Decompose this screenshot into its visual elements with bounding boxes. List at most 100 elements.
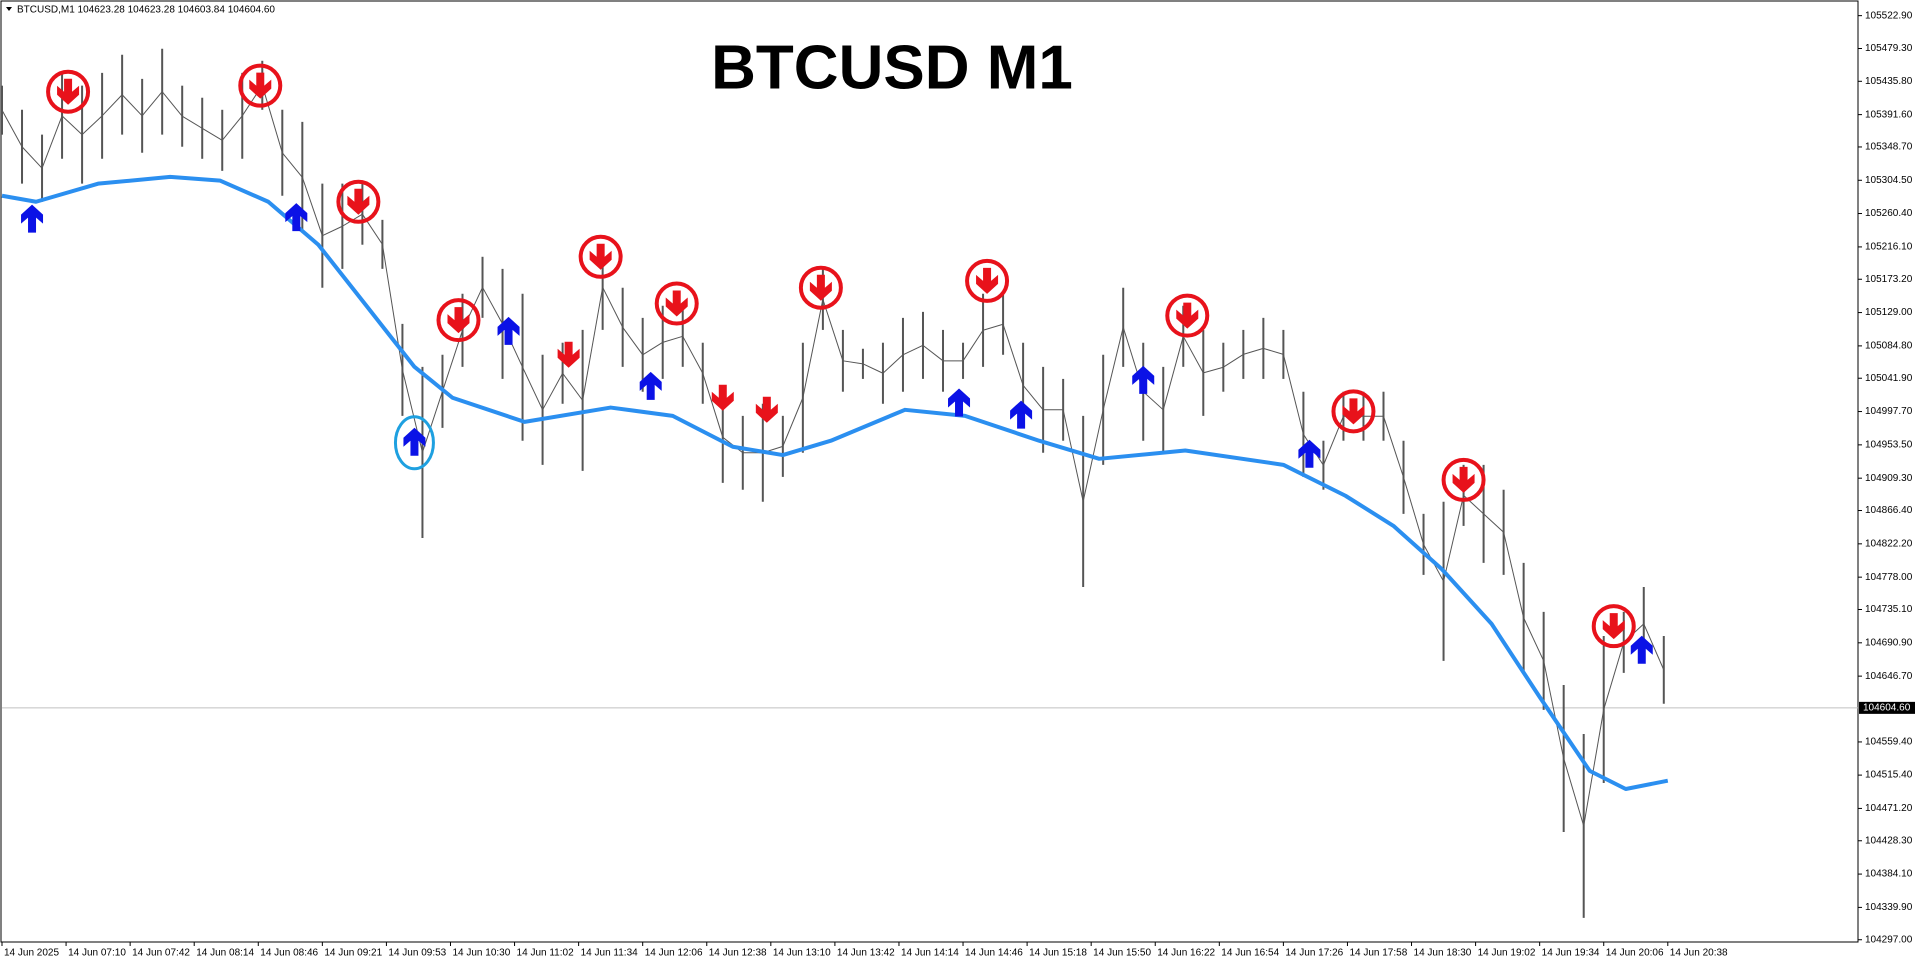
price-bar-link [141,91,163,117]
sell-arrow [1342,398,1365,425]
price-bar-link [1643,623,1665,671]
buy-arrow [1132,365,1155,394]
moving-average [1,174,1669,791]
price-bar-link [922,344,944,362]
x-tick-label: 14 Jun 15:50 [1093,948,1151,959]
price-bar-link [522,367,544,411]
price-bar-link [1203,366,1224,374]
x-tick-label: 14 Jun 17:58 [1349,948,1407,959]
x-tick-label: 14 Jun 14:46 [965,948,1023,959]
price-bar-link [1563,758,1585,827]
price-bar-link [1062,409,1084,502]
y-tick-label: 105084.80 [1865,341,1913,352]
price-bar-link [882,354,904,374]
y-tick-label: 105129.00 [1865,307,1913,318]
price-bar-link [1523,617,1545,662]
menu-triangle [6,7,12,11]
price-bar-link [1142,391,1164,411]
buy-arrow [285,203,308,232]
x-tick-label: 14 Jun 20:06 [1606,948,1664,959]
y-tick-label: 104559.40 [1865,737,1913,748]
sell-circle [1591,604,1636,649]
x-tick-label: 14 Jun 16:54 [1221,948,1279,959]
sell-arrow [711,384,734,411]
sell-circle [436,298,481,343]
price-bar-link [81,115,103,136]
x-tick-label: 14 Jun 07:42 [132,948,190,959]
sell-arrow [755,396,778,423]
sell-arrow [665,290,688,317]
price-bar-link [322,225,343,237]
price-bar-link [201,127,223,141]
sell-circle [654,281,699,326]
sell-arrow [1176,302,1199,329]
x-tick-label: 14 Jun 09:53 [388,948,446,959]
x-tick-label: 14 Jun 16:22 [1157,948,1215,959]
price-bar-link [1263,347,1284,355]
x-tick-label: 14 Jun 13:42 [837,948,895,959]
sell-circle [46,69,91,114]
buy-arrow [21,204,44,233]
x-tick-label: 14 Jun 13:10 [773,948,831,959]
price-bar-link [41,115,63,169]
price-bar-link [1022,384,1044,411]
x-tick-label: 14 Jun 11:02 [517,948,575,959]
buy-arrow [497,316,520,345]
y-tick-label: 104297.00 [1865,934,1913,945]
y-tick-label: 104822.20 [1865,538,1913,549]
y-tick-label: 105391.60 [1865,109,1913,120]
y-tick-label: 104997.70 [1865,406,1913,417]
sell-arrow [249,72,272,99]
price-bar-link [802,299,824,398]
y-tick-label: 104778.00 [1865,572,1913,583]
sell-arrow [1602,613,1625,640]
price-bar-link [602,287,624,328]
y-tick-label: 104866.40 [1865,505,1913,516]
price-bar-link [642,341,663,356]
sell-circle [965,258,1010,303]
x-tick-label: 14 Jun 08:46 [260,948,318,959]
price-bar-link [261,85,283,153]
y-tick-label: 104646.70 [1865,671,1913,682]
sell-circle [578,234,623,279]
price-bar-link [782,397,804,447]
sell-arrow [1452,466,1475,493]
y-tick-label: 104339.90 [1865,902,1913,913]
y-tick-label: 104515.40 [1865,770,1913,781]
y-tick-label: 105479.30 [1865,43,1913,54]
y-tick-label: 105348.70 [1865,142,1913,153]
buy-arrow [1630,635,1653,664]
price-bar-link [562,372,584,401]
price-bar-link [1503,532,1525,618]
buy-arrow [1298,439,1321,468]
sell-arrow [57,78,80,105]
price-bar-link [421,391,443,453]
price-bar-link [662,335,683,343]
y-tick-label: 105435.80 [1865,76,1913,87]
price-bar-link [181,115,203,129]
buy-arrow [948,388,971,417]
x-tick-label: 14 Jun 08:14 [196,948,254,959]
x-tick-label: 14 Jun 19:02 [1478,948,1536,959]
buy-arrow [1010,400,1033,429]
price-bar-link [21,146,43,169]
y-tick-label: 105522.90 [1865,10,1913,21]
y-tick-label: 104735.10 [1865,604,1913,615]
price-bar-link [1403,477,1425,545]
price-bar-link [1282,354,1304,435]
plot-frame [0,0,1859,943]
sell-arrow [589,243,612,270]
price-bar-link [1002,324,1024,386]
x-tick-label: 14 Jun 10:30 [452,948,510,959]
y-tick-label: 105260.40 [1865,208,1913,219]
x-tick-label: 14 Jun 07:10 [68,948,126,959]
price-bar-link [1102,327,1124,410]
price-bar-link [221,115,243,141]
x-tick-label: 14 Jun 17:26 [1285,948,1343,959]
last-price-box [1859,701,1915,714]
x-tick-label: 14 Jun 18:30 [1414,948,1472,959]
y-tick-label: 104384.10 [1865,869,1913,880]
price-bar-link [1223,353,1244,368]
